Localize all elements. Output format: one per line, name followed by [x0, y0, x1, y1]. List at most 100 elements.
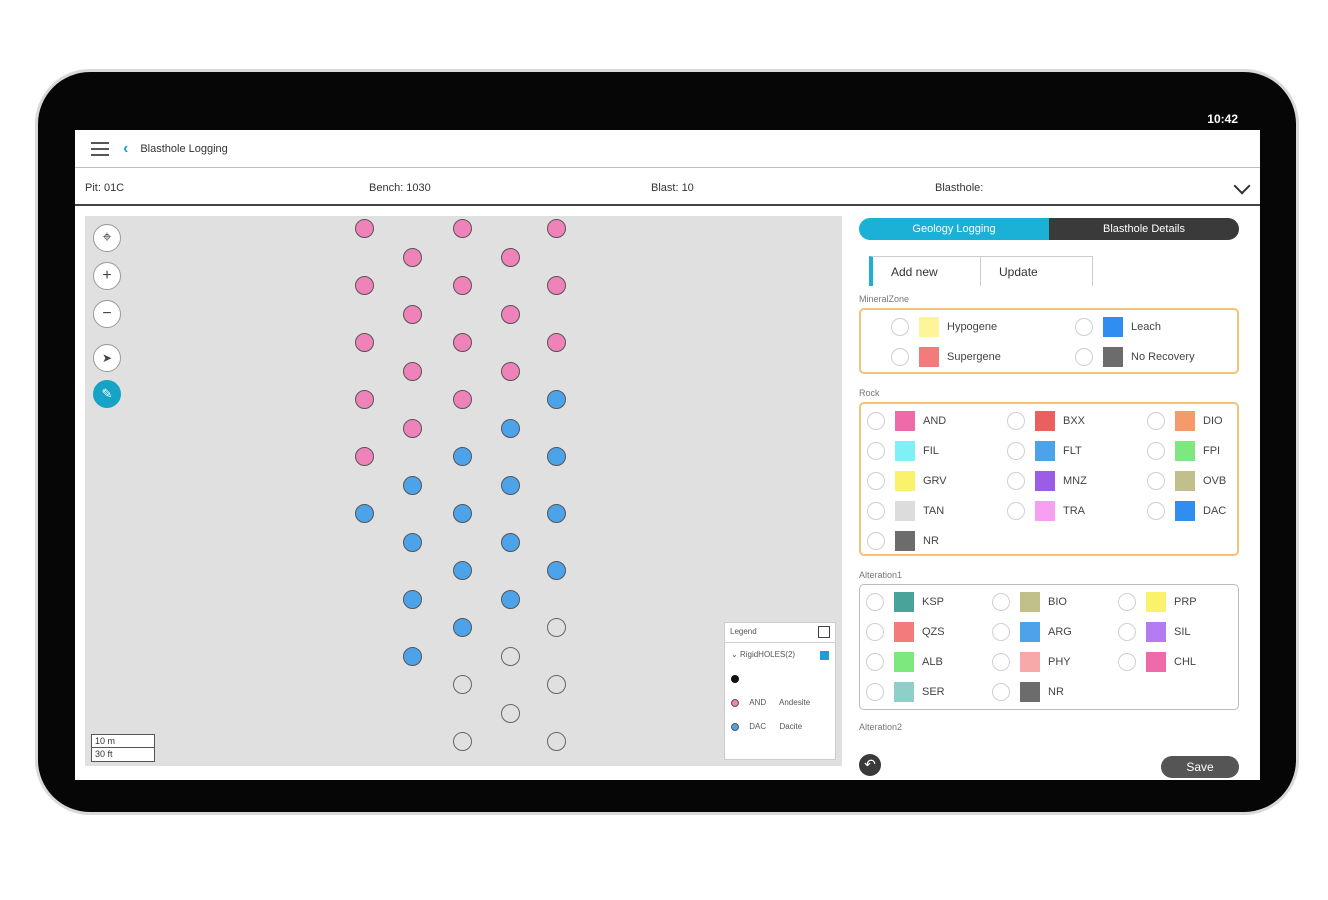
blasthole-marker[interactable]: AND [403, 361, 422, 381]
back-arrow-icon[interactable]: ‹ [123, 139, 129, 157]
blasthole-marker[interactable]: DAC [453, 561, 472, 580]
blasthole-marker[interactable]: AND [355, 447, 374, 466]
blasthole-marker[interactable]: none [501, 703, 520, 723]
radio-button[interactable] [867, 412, 885, 430]
option-fpi[interactable]: FPI [1147, 440, 1220, 462]
legend-expand-chevron-icon[interactable]: ⌄ [731, 650, 738, 659]
blasthole-marker[interactable]: AND [355, 390, 374, 409]
radio-button[interactable] [866, 623, 884, 641]
option-ser[interactable]: SER [866, 681, 945, 703]
legend-toggle-icon[interactable] [818, 626, 830, 638]
blasthole-marker[interactable]: DAC [501, 589, 520, 609]
radio-button[interactable] [1007, 412, 1025, 430]
option-and[interactable]: AND [867, 410, 946, 432]
blasthole-marker[interactable]: DAC [403, 532, 422, 552]
blasthole-marker[interactable]: none [547, 675, 566, 694]
radio-button[interactable] [867, 442, 885, 460]
option-qzs[interactable]: QZS [866, 621, 945, 643]
blasthole-marker[interactable]: none [547, 618, 566, 637]
option-tra[interactable]: TRA [1007, 500, 1085, 522]
option-ksp[interactable]: KSP [866, 591, 944, 613]
blasthole-marker[interactable]: DAC [403, 475, 422, 495]
option-nr[interactable]: NR [992, 681, 1064, 703]
radio-button[interactable] [1147, 472, 1165, 490]
blasthole-marker[interactable]: DAC [501, 532, 520, 552]
radio-button[interactable] [867, 502, 885, 520]
option-supergene[interactable]: Supergene [891, 346, 1001, 368]
blasthole-marker[interactable]: AND [547, 219, 566, 238]
option-grv[interactable]: GRV [867, 470, 947, 492]
option-bio[interactable]: BIO [992, 591, 1067, 613]
edit-icon[interactable]: ✎ [93, 380, 121, 408]
radio-button[interactable] [866, 653, 884, 671]
blasthole-marker[interactable]: DAC [501, 475, 520, 495]
blasthole-marker[interactable]: AND [453, 333, 472, 352]
radio-button[interactable] [992, 683, 1010, 701]
blasthole-marker[interactable]: DAC [501, 418, 520, 438]
blasthole-marker[interactable]: AND [453, 276, 472, 295]
radio-button[interactable] [866, 593, 884, 611]
radio-button[interactable] [1118, 653, 1136, 671]
option-dio[interactable]: DIO [1147, 410, 1223, 432]
tab-geology-logging[interactable]: Geology Logging [859, 218, 1049, 240]
option-mnz[interactable]: MNZ [1007, 470, 1087, 492]
radio-button[interactable] [992, 653, 1010, 671]
blasthole-marker[interactable]: DAC [453, 618, 472, 637]
blasthole-marker[interactable]: AND [355, 219, 374, 238]
radio-button[interactable] [891, 348, 909, 366]
save-button[interactable]: Save [1161, 756, 1239, 778]
blasthole-marker[interactable]: AND [501, 304, 520, 324]
blasthole-marker[interactable]: none [453, 732, 472, 751]
tab-add-new[interactable]: Add new [869, 256, 981, 286]
option-fil[interactable]: FIL [867, 440, 939, 462]
undo-icon[interactable]: ↶ [859, 754, 881, 776]
radio-button[interactable] [1118, 593, 1136, 611]
option-prp[interactable]: PRP [1118, 591, 1197, 613]
option-hypogene[interactable]: Hypogene [891, 316, 997, 338]
radio-button[interactable] [1118, 623, 1136, 641]
blasthole-marker[interactable]: AND [403, 304, 422, 324]
radio-button[interactable] [867, 472, 885, 490]
blasthole-marker[interactable]: AND [453, 219, 472, 238]
blasthole-marker[interactable]: DAC [547, 447, 566, 466]
zoom-out-icon[interactable]: − [93, 300, 121, 328]
blasthole-marker[interactable]: AND [547, 276, 566, 295]
radio-button[interactable] [1007, 472, 1025, 490]
option-no-recovery[interactable]: No Recovery [1075, 346, 1195, 368]
radio-button[interactable] [891, 318, 909, 336]
hamburger-menu-icon[interactable] [91, 141, 109, 156]
option-phy[interactable]: PHY [992, 651, 1071, 673]
blasthole-marker[interactable]: AND [355, 276, 374, 295]
legend-group[interactable]: ⌄ RigidHOLES(2) [725, 643, 835, 667]
option-leach[interactable]: Leach [1075, 316, 1161, 338]
radio-button[interactable] [866, 683, 884, 701]
blasthole-marker[interactable]: DAC [453, 504, 472, 523]
option-flt[interactable]: FLT [1007, 440, 1082, 462]
radio-button[interactable] [1075, 318, 1093, 336]
blasthole-dropdown-chevron-icon[interactable] [1233, 177, 1251, 195]
blasthole-marker[interactable]: none [453, 675, 472, 694]
option-arg[interactable]: ARG [992, 621, 1072, 643]
blast-map[interactable]: ⌖ + − ➤ ✎ ANDANDANDANDANDANDANDANDANDAND… [85, 216, 842, 766]
option-chl[interactable]: CHL [1118, 651, 1196, 673]
blasthole-marker[interactable]: DAC [547, 390, 566, 409]
blasthole-marker[interactable]: AND [501, 247, 520, 267]
radio-button[interactable] [992, 593, 1010, 611]
blasthole-marker[interactable]: DAC [453, 447, 472, 466]
zoom-in-icon[interactable]: + [93, 262, 121, 290]
radio-button[interactable] [1147, 442, 1165, 460]
blasthole-marker[interactable]: AND [403, 247, 422, 267]
blasthole-marker[interactable]: none [501, 646, 520, 666]
option-alb[interactable]: ALB [866, 651, 943, 673]
legend-group-checkbox[interactable] [820, 651, 829, 660]
navigate-icon[interactable]: ➤ [93, 344, 121, 372]
radio-button[interactable] [1007, 442, 1025, 460]
blasthole-marker[interactable]: AND [403, 418, 422, 438]
blasthole-marker[interactable]: DAC [403, 589, 422, 609]
radio-button[interactable] [867, 532, 885, 550]
radio-button[interactable] [1075, 348, 1093, 366]
option-sil[interactable]: SIL [1118, 621, 1191, 643]
blasthole-marker[interactable]: DAC [403, 646, 422, 666]
radio-button[interactable] [1147, 412, 1165, 430]
option-dac[interactable]: DAC [1147, 500, 1226, 522]
